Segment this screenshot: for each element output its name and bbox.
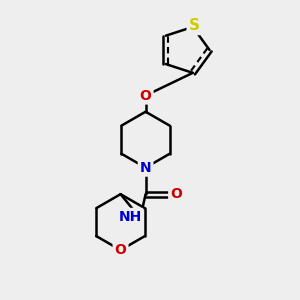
Text: S: S <box>189 18 200 33</box>
Text: O: O <box>170 187 182 201</box>
Text: NH: NH <box>118 210 142 224</box>
Text: N: N <box>140 161 152 175</box>
Text: O: O <box>140 88 152 103</box>
Text: O: O <box>115 243 127 257</box>
